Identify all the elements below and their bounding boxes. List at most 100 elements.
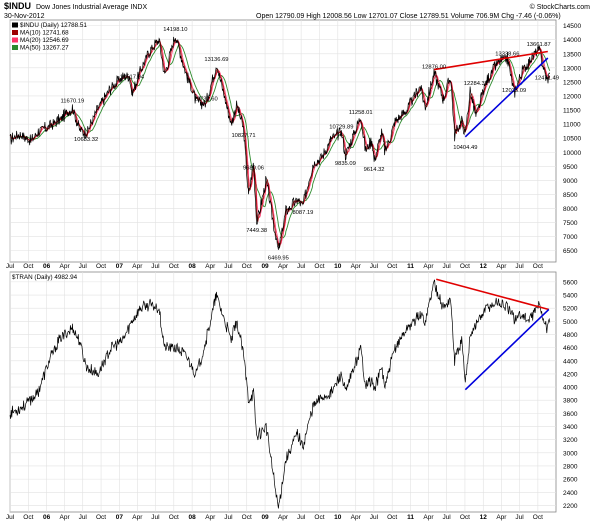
indu-y-tick-label: 6500 [563,248,578,255]
tran-y-tick-label: 2200 [563,503,578,510]
tran-y-tick-label: 2800 [563,463,578,470]
indu-trendline-lower [464,57,549,138]
watermark: © StockCharts.com [530,3,591,11]
indu-x-tick-label: 07 [116,263,124,270]
tran-x-tick-label: Oct [460,514,470,521]
tran-x-tick-label: Oct [533,514,543,521]
indu-x-tick-label: Jul [6,263,15,270]
tran-x-tick-label: Jul [79,514,88,521]
tran-x-tick-label: 11 [407,514,414,521]
indu-y-tick-label: 14000 [563,37,581,44]
annotation-label: 10827.71 [231,133,255,139]
indu-x-tick-label: Apr [132,263,143,270]
tran-panel: 2200 2400 2600 2800 3000 3200 3400 3600 3800 4000… [6,271,578,521]
annotation-label: 12517.94 [120,74,145,80]
annotation-label: 13136.69 [204,57,228,63]
tran-y-tick-label: 2400 [563,490,578,497]
indu-x-tick-label: Jul [515,263,524,270]
legend-label: MA(50) 13267.27 [20,45,69,52]
indu-x-tick-label: Jul [442,263,451,270]
tran-x-tick-label: 07 [116,514,124,521]
indu-x-tick-label: Oct [314,263,324,270]
tran-price-line [9,279,551,509]
indu-y-tick-label: 12000 [563,93,581,100]
tran-y-tick-label: 5600 [563,279,578,286]
indu-x-tick-label: 11 [407,263,414,270]
indu-x-tick-label: Apr [205,263,216,270]
legend-label: MA(20) 12546.69 [20,37,69,44]
annotation-label: 12471.49 [535,76,559,82]
tran-x-tick-label: Jul [297,514,306,521]
indu-x-tick-label: Apr [60,263,71,270]
legend-label: MA(10) 12741.68 [20,30,69,37]
tran-x-tick-label: Apr [205,514,216,521]
tran-trendline-upper [436,278,550,311]
indu-x-tick-label: Jul [370,263,379,270]
tran-y-tick-label: 3400 [563,424,578,431]
annotation-label: 12876.00 [422,64,446,70]
tran-x-tick-label: Jul [151,514,160,521]
indu-y-tick-label: 12500 [563,79,581,86]
tran-x-tick-label: Apr [496,514,507,521]
tran-x-tick-label: Jul [224,514,233,521]
tran-y-tick-label: 3000 [563,450,578,457]
annotation-label: 7449.38 [246,228,267,234]
tran-x-tick-label: Jul [442,514,451,521]
indu-y-tick-label: 9500 [563,164,578,171]
header-description: Dow Jones Industrial Average INDX [36,4,147,11]
header-quote: Open 12790.09 High 12008.56 Low 12701.07… [256,13,561,20]
tran-x-tick-label: 08 [189,514,197,521]
indu-x-tick-label: Oct [169,263,179,270]
legend-swatch [12,30,18,35]
tran-x-tick-label: 06 [43,514,51,521]
tran-x-tick-label: Apr [278,514,289,521]
tran-y-tick-label: 3600 [563,411,578,418]
legend-label: $TRAN (Daily) 4982.94 [12,274,78,281]
indu-x-tick-label: Apr [423,263,434,270]
legend-label: $INDU (Daily) 12788.51 [20,22,87,29]
annotation-label: 14198.10 [163,27,187,33]
annotation-label: 11258.01 [349,110,373,116]
tran-x-tick-label: Apr [132,514,143,521]
indu-y-tick-label: 8500 [563,192,578,199]
annotation-label: 8087.19 [292,210,313,216]
tran-y-tick-label: 4200 [563,371,578,378]
indu-x-tick-label: Jul [224,263,233,270]
indu-x-tick-label: Apr [496,263,507,270]
tran-y-tick-label: 5000 [563,319,578,326]
indu-y-tick-label: 11500 [563,108,581,115]
legend-swatch [12,22,18,28]
tran-x-tick-label: 09 [261,514,269,521]
tran-x-tick-label: Oct [169,514,179,521]
tran-x-tick-label: 12 [480,514,488,521]
tran-y-tick-label: 4600 [563,345,578,352]
tran-x-tick-label: Jul [370,514,379,521]
tran-x-tick-label: Oct [96,514,106,521]
tran-trendline-lower [464,308,550,391]
annotation-label: 9835.09 [335,161,356,167]
indu-x-tick-label: Oct [460,263,470,270]
header-symbol: $INDU [4,1,31,11]
tran-y-tick-label: 4400 [563,358,578,365]
annotation-label: 10729.89 [329,125,353,131]
annotation-label: 11731.60 [194,97,218,103]
header-date: 30-Nov-2012 [4,13,45,20]
indu-x-tick-label: 08 [189,263,197,270]
indu-price-line [9,36,551,250]
indu-y-tick-label: 13000 [563,65,581,72]
annotation-label: 10404.49 [453,145,477,151]
annotation-label: 10683.32 [74,137,98,143]
indu-x-tick-label: Oct [96,263,106,270]
indu-y-tick-label: 14500 [563,23,581,30]
annotation-label: 6469.95 [268,256,289,262]
indu-x-tick-label: Oct [533,263,543,270]
tran-x-tick-label: Jul [6,514,15,521]
tran-x-tick-label: Oct [314,514,324,521]
indu-y-tick-label: 10500 [563,136,581,143]
indu-x-tick-label: 10 [334,263,342,270]
indu-x-tick-label: Apr [351,263,362,270]
tran-x-tick-label: Apr [423,514,434,521]
indu-x-tick-label: Apr [278,263,289,270]
tran-y-tick-label: 3200 [563,437,578,444]
annotation-label: 12284.31 [464,81,488,87]
